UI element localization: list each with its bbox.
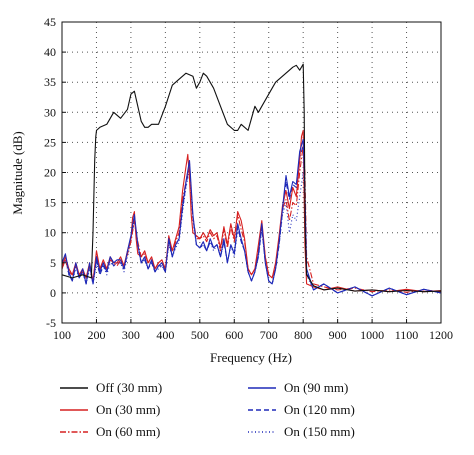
series-line bbox=[61, 63, 442, 293]
x-tick-label: 1100 bbox=[395, 328, 419, 342]
x-tick-label: 1200 bbox=[429, 328, 453, 342]
x-tick-label: 1000 bbox=[360, 328, 384, 342]
y-tick-label: 15 bbox=[44, 196, 56, 210]
series-line bbox=[61, 129, 442, 293]
y-axis-label: Magnitude (dB) bbox=[10, 131, 25, 214]
y-tick-label: 20 bbox=[44, 166, 56, 180]
x-tick-label: 800 bbox=[294, 328, 312, 342]
legend-label: On (30 mm) bbox=[96, 402, 160, 417]
x-tick-label: 900 bbox=[329, 328, 347, 342]
legend-label: On (120 mm) bbox=[284, 402, 355, 417]
x-tick-label: 500 bbox=[191, 328, 209, 342]
x-tick-label: 100 bbox=[53, 328, 71, 342]
series-line bbox=[61, 138, 442, 297]
x-tick-label: 600 bbox=[225, 328, 243, 342]
y-tick-label: 35 bbox=[44, 75, 56, 89]
legend-label: On (90 mm) bbox=[284, 380, 348, 395]
x-axis-ticks: 100 200 300 400 500 600 700 800 900 1000 1100 1200 bbox=[53, 319, 453, 342]
y-tick-label: -5 bbox=[46, 316, 56, 330]
legend-label: Off (30 mm) bbox=[96, 380, 162, 395]
series-line bbox=[61, 144, 442, 297]
legend-label: On (150 mm) bbox=[284, 424, 355, 439]
legend-label: On (60 mm) bbox=[96, 424, 160, 439]
y-tick-label: 25 bbox=[44, 135, 56, 149]
x-axis-label: Frequency (Hz) bbox=[210, 350, 292, 365]
y-tick-label: 30 bbox=[44, 105, 56, 119]
legend: Off (30 mm) On (30 mm) On (60 mm) On (90 mm… bbox=[60, 380, 355, 439]
series-lines bbox=[61, 63, 442, 297]
series-line bbox=[61, 168, 442, 297]
y-tick-label: 45 bbox=[44, 15, 56, 29]
series-line bbox=[61, 144, 442, 293]
plot-frame bbox=[61, 21, 442, 324]
y-tick-label: 0 bbox=[50, 286, 56, 300]
x-tick-label: 300 bbox=[122, 328, 140, 342]
y-tick-label: 40 bbox=[44, 45, 56, 59]
x-tick-label: 400 bbox=[156, 328, 174, 342]
x-tick-label: 700 bbox=[260, 328, 278, 342]
x-tick-label: 200 bbox=[87, 328, 105, 342]
y-axis-ticks: -5 0 5 10 15 20 25 30 35 40 45 bbox=[44, 15, 66, 330]
y-tick-label: 5 bbox=[50, 256, 56, 270]
grid bbox=[62, 22, 441, 323]
y-tick-label: 10 bbox=[44, 226, 56, 240]
